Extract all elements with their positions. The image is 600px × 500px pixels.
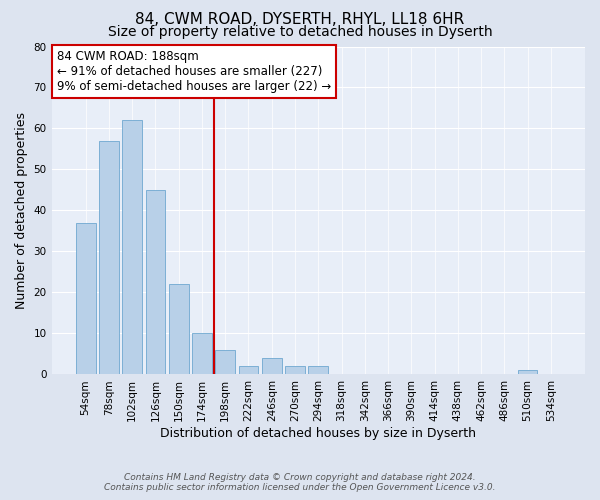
Bar: [169, 284, 188, 374]
X-axis label: Distribution of detached houses by size in Dyserth: Distribution of detached houses by size …: [160, 427, 476, 440]
Bar: [99, 141, 119, 374]
Text: 84, CWM ROAD, DYSERTH, RHYL, LL18 6HR: 84, CWM ROAD, DYSERTH, RHYL, LL18 6HR: [136, 12, 464, 28]
Bar: [262, 358, 281, 374]
Bar: [146, 190, 166, 374]
Bar: [239, 366, 259, 374]
Bar: [76, 223, 95, 374]
Bar: [285, 366, 305, 374]
Text: Contains HM Land Registry data © Crown copyright and database right 2024.
Contai: Contains HM Land Registry data © Crown c…: [104, 473, 496, 492]
Bar: [215, 350, 235, 374]
Text: Size of property relative to detached houses in Dyserth: Size of property relative to detached ho…: [107, 25, 493, 39]
Bar: [518, 370, 538, 374]
Y-axis label: Number of detached properties: Number of detached properties: [15, 112, 28, 309]
Bar: [192, 334, 212, 374]
Text: 84 CWM ROAD: 188sqm
← 91% of detached houses are smaller (227)
9% of semi-detach: 84 CWM ROAD: 188sqm ← 91% of detached ho…: [57, 50, 331, 93]
Bar: [308, 366, 328, 374]
Bar: [122, 120, 142, 374]
